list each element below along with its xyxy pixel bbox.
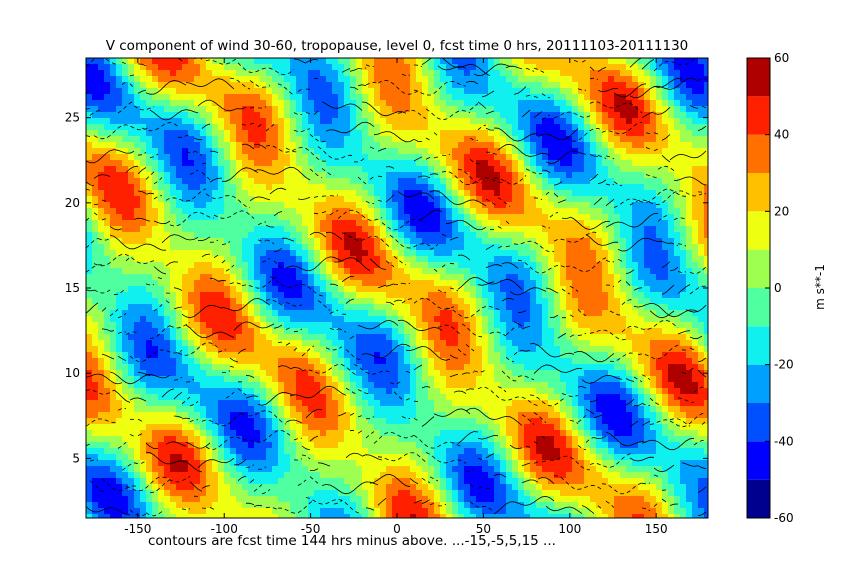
colorbar-ticks: -60 -40 -20 0 20 40 60	[765, 51, 794, 525]
colorbar-tick-label: -20	[774, 358, 794, 372]
x-tick-label: -150	[124, 522, 151, 536]
x-tick-label: 100	[558, 522, 581, 536]
colorbar-segment	[747, 403, 770, 442]
colorbar-segment	[747, 249, 770, 288]
colorbar-segment	[747, 96, 770, 135]
y-tick-label: 10	[65, 366, 80, 380]
colorbar-segment	[747, 134, 770, 173]
x-tick-label: 50	[476, 522, 491, 536]
colorbar-tick-label: 60	[774, 51, 789, 65]
colorbar-segment	[747, 211, 770, 250]
x-tick-label: -50	[301, 522, 321, 536]
colorbar-tick-label: 0	[774, 281, 782, 295]
colorbar-segment	[747, 364, 770, 403]
x-tick-label: 0	[393, 522, 401, 536]
chart-title: V component of wind 30-60, tropopause, l…	[105, 38, 689, 54]
colorbar-tick-label: 20	[774, 204, 789, 218]
x-axis: -150 -100 -50 0 50 100 150	[124, 58, 668, 536]
y-axis: 5 10 15 20 25	[65, 111, 708, 465]
colorbar-tick-label: -40	[774, 434, 794, 448]
colorbar-segment	[747, 288, 770, 327]
chart-caption: contours are fcst time 144 hrs minus abo…	[148, 533, 556, 549]
y-tick-label: 15	[65, 281, 80, 295]
x-tick-label: -100	[211, 522, 238, 536]
colorbar-segment	[747, 326, 770, 365]
y-tick-label: 20	[65, 196, 80, 210]
colorbar-segment	[747, 441, 770, 480]
y-tick-label: 5	[72, 451, 80, 465]
difference-contours	[86, 58, 706, 517]
filled-contour-field	[86, 58, 708, 518]
x-tick-label: 150	[645, 522, 668, 536]
colorbar-segment	[747, 479, 770, 518]
colorbar-tick-label: 40	[774, 128, 789, 142]
colorbar-label: m s**-1	[813, 264, 827, 310]
colorbar	[746, 57, 771, 519]
y-tick-label: 25	[65, 111, 80, 125]
colorbar-tick-label: -60	[774, 511, 794, 525]
colorbar-segment	[747, 173, 770, 212]
colorbar-segment	[747, 58, 770, 97]
